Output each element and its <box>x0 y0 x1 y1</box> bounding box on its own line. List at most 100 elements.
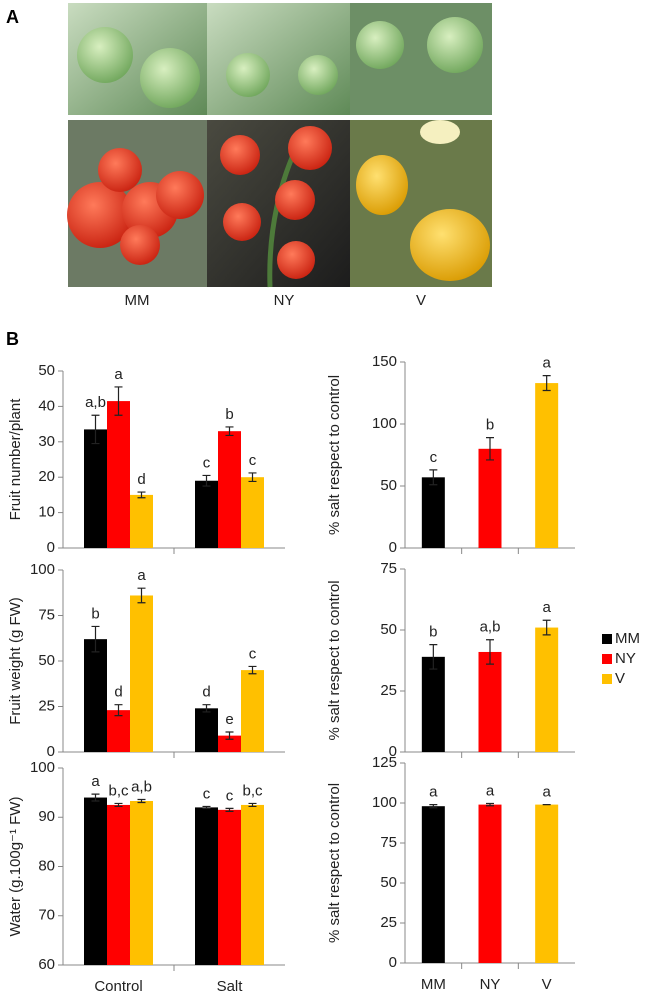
error-bar <box>114 802 123 808</box>
bar <box>195 708 218 752</box>
y-axis-title: % salt respect to control <box>326 580 343 740</box>
bar <box>84 797 107 965</box>
significance-label: b <box>429 624 437 641</box>
y-tick-label: 70 <box>38 907 55 924</box>
significance-label: a <box>486 782 495 799</box>
y-tick-label: 50 <box>38 362 55 379</box>
y-axis-title: Fruit number/plant <box>7 398 24 521</box>
y-tick-label: 25 <box>380 914 397 931</box>
y-tick-label: 20 <box>38 468 55 485</box>
bar <box>421 477 445 548</box>
y-tick-label: 50 <box>380 477 397 494</box>
y-tick-label: 80 <box>38 857 55 874</box>
bar <box>535 804 559 963</box>
y-tick-label: 90 <box>38 808 55 825</box>
bar <box>478 804 502 963</box>
significance-label: a,b <box>131 778 152 795</box>
significance-label: a <box>137 567 146 584</box>
significance-label: c <box>430 449 438 466</box>
bar <box>241 477 264 548</box>
y-tick-label: 100 <box>30 759 55 776</box>
y-tick-label: 10 <box>38 504 55 521</box>
bar <box>195 480 218 548</box>
error-bar <box>486 639 494 665</box>
y-axis-title: Water (g.100g⁻¹ FW) <box>7 797 24 937</box>
bar <box>535 383 559 548</box>
error-bar <box>202 704 211 713</box>
panel-label: B <box>6 329 19 349</box>
y-tick-label: 100 <box>372 794 397 811</box>
significance-label: a <box>542 355 551 372</box>
error-bar <box>429 644 438 670</box>
error-bar <box>486 802 494 807</box>
bar <box>84 639 107 752</box>
x-tick-label: NY <box>480 976 501 993</box>
y-tick-label: 100 <box>30 561 55 578</box>
photo-label: MM <box>125 292 150 309</box>
significance-label: b,c <box>242 782 263 799</box>
error-bar <box>202 474 211 487</box>
y-tick-label: 75 <box>380 834 397 851</box>
significance-label: a,b <box>480 619 501 636</box>
significance-label: b <box>91 605 99 622</box>
significance-label: c <box>203 785 211 802</box>
photo-label: NY <box>274 292 295 309</box>
error-bar <box>486 437 494 461</box>
legend-swatch <box>602 634 612 644</box>
y-tick-label: 50 <box>380 874 397 891</box>
error-bar <box>225 426 234 437</box>
significance-label: c <box>249 452 257 469</box>
bar <box>107 710 130 752</box>
x-tick-label: V <box>542 976 552 993</box>
y-tick-label: 0 <box>389 743 397 760</box>
bar <box>130 595 153 752</box>
error-bar <box>137 798 146 804</box>
y-tick-label: 0 <box>47 539 55 556</box>
error-bar <box>137 491 146 499</box>
y-tick-label: 0 <box>47 743 55 760</box>
y-tick-label: 100 <box>372 415 397 432</box>
significance-label: c <box>226 787 234 804</box>
bar <box>195 807 218 965</box>
panel-label: A <box>6 7 19 27</box>
error-bar <box>429 804 438 809</box>
bar <box>421 656 445 752</box>
x-tick-label: MM <box>421 976 446 993</box>
error-bar <box>248 665 257 675</box>
significance-label: a <box>429 784 438 801</box>
significance-label: c <box>249 645 257 662</box>
y-axis-title: % salt respect to control <box>326 783 343 943</box>
bar <box>241 670 264 752</box>
bar <box>218 809 241 965</box>
y-tick-label: 75 <box>380 560 397 577</box>
y-tick-label: 25 <box>38 697 55 714</box>
y-tick-label: 125 <box>372 754 397 771</box>
significance-label: d <box>114 684 122 701</box>
significance-label: d <box>202 684 210 701</box>
error-bar <box>248 802 257 808</box>
significance-label: b <box>486 417 494 434</box>
significance-label: a,b <box>85 394 106 411</box>
y-tick-label: 0 <box>389 539 397 556</box>
bar <box>241 804 264 965</box>
bar <box>84 429 107 548</box>
legend-label: NY <box>615 650 636 667</box>
y-axis-title: % salt respect to control <box>326 375 343 535</box>
significance-label: c <box>203 454 211 471</box>
y-tick-label: 50 <box>38 652 55 669</box>
legend-label: MM <box>615 630 640 647</box>
significance-label: a <box>91 773 100 790</box>
significance-label: a <box>114 366 123 383</box>
bar <box>130 800 153 965</box>
bar <box>107 804 130 965</box>
significance-label: b <box>225 406 233 423</box>
error-bar <box>202 805 211 809</box>
photo-label: V <box>416 292 426 309</box>
y-tick-label: 0 <box>389 954 397 971</box>
error-bar <box>114 704 123 717</box>
bar <box>535 627 559 752</box>
significance-label: a <box>542 784 551 801</box>
bar <box>218 735 241 752</box>
significance-label: b,c <box>108 782 129 799</box>
